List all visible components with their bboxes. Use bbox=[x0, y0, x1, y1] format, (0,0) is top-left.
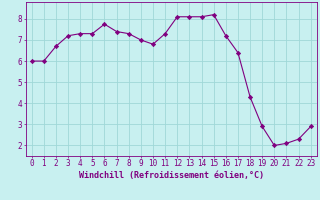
X-axis label: Windchill (Refroidissement éolien,°C): Windchill (Refroidissement éolien,°C) bbox=[79, 171, 264, 180]
